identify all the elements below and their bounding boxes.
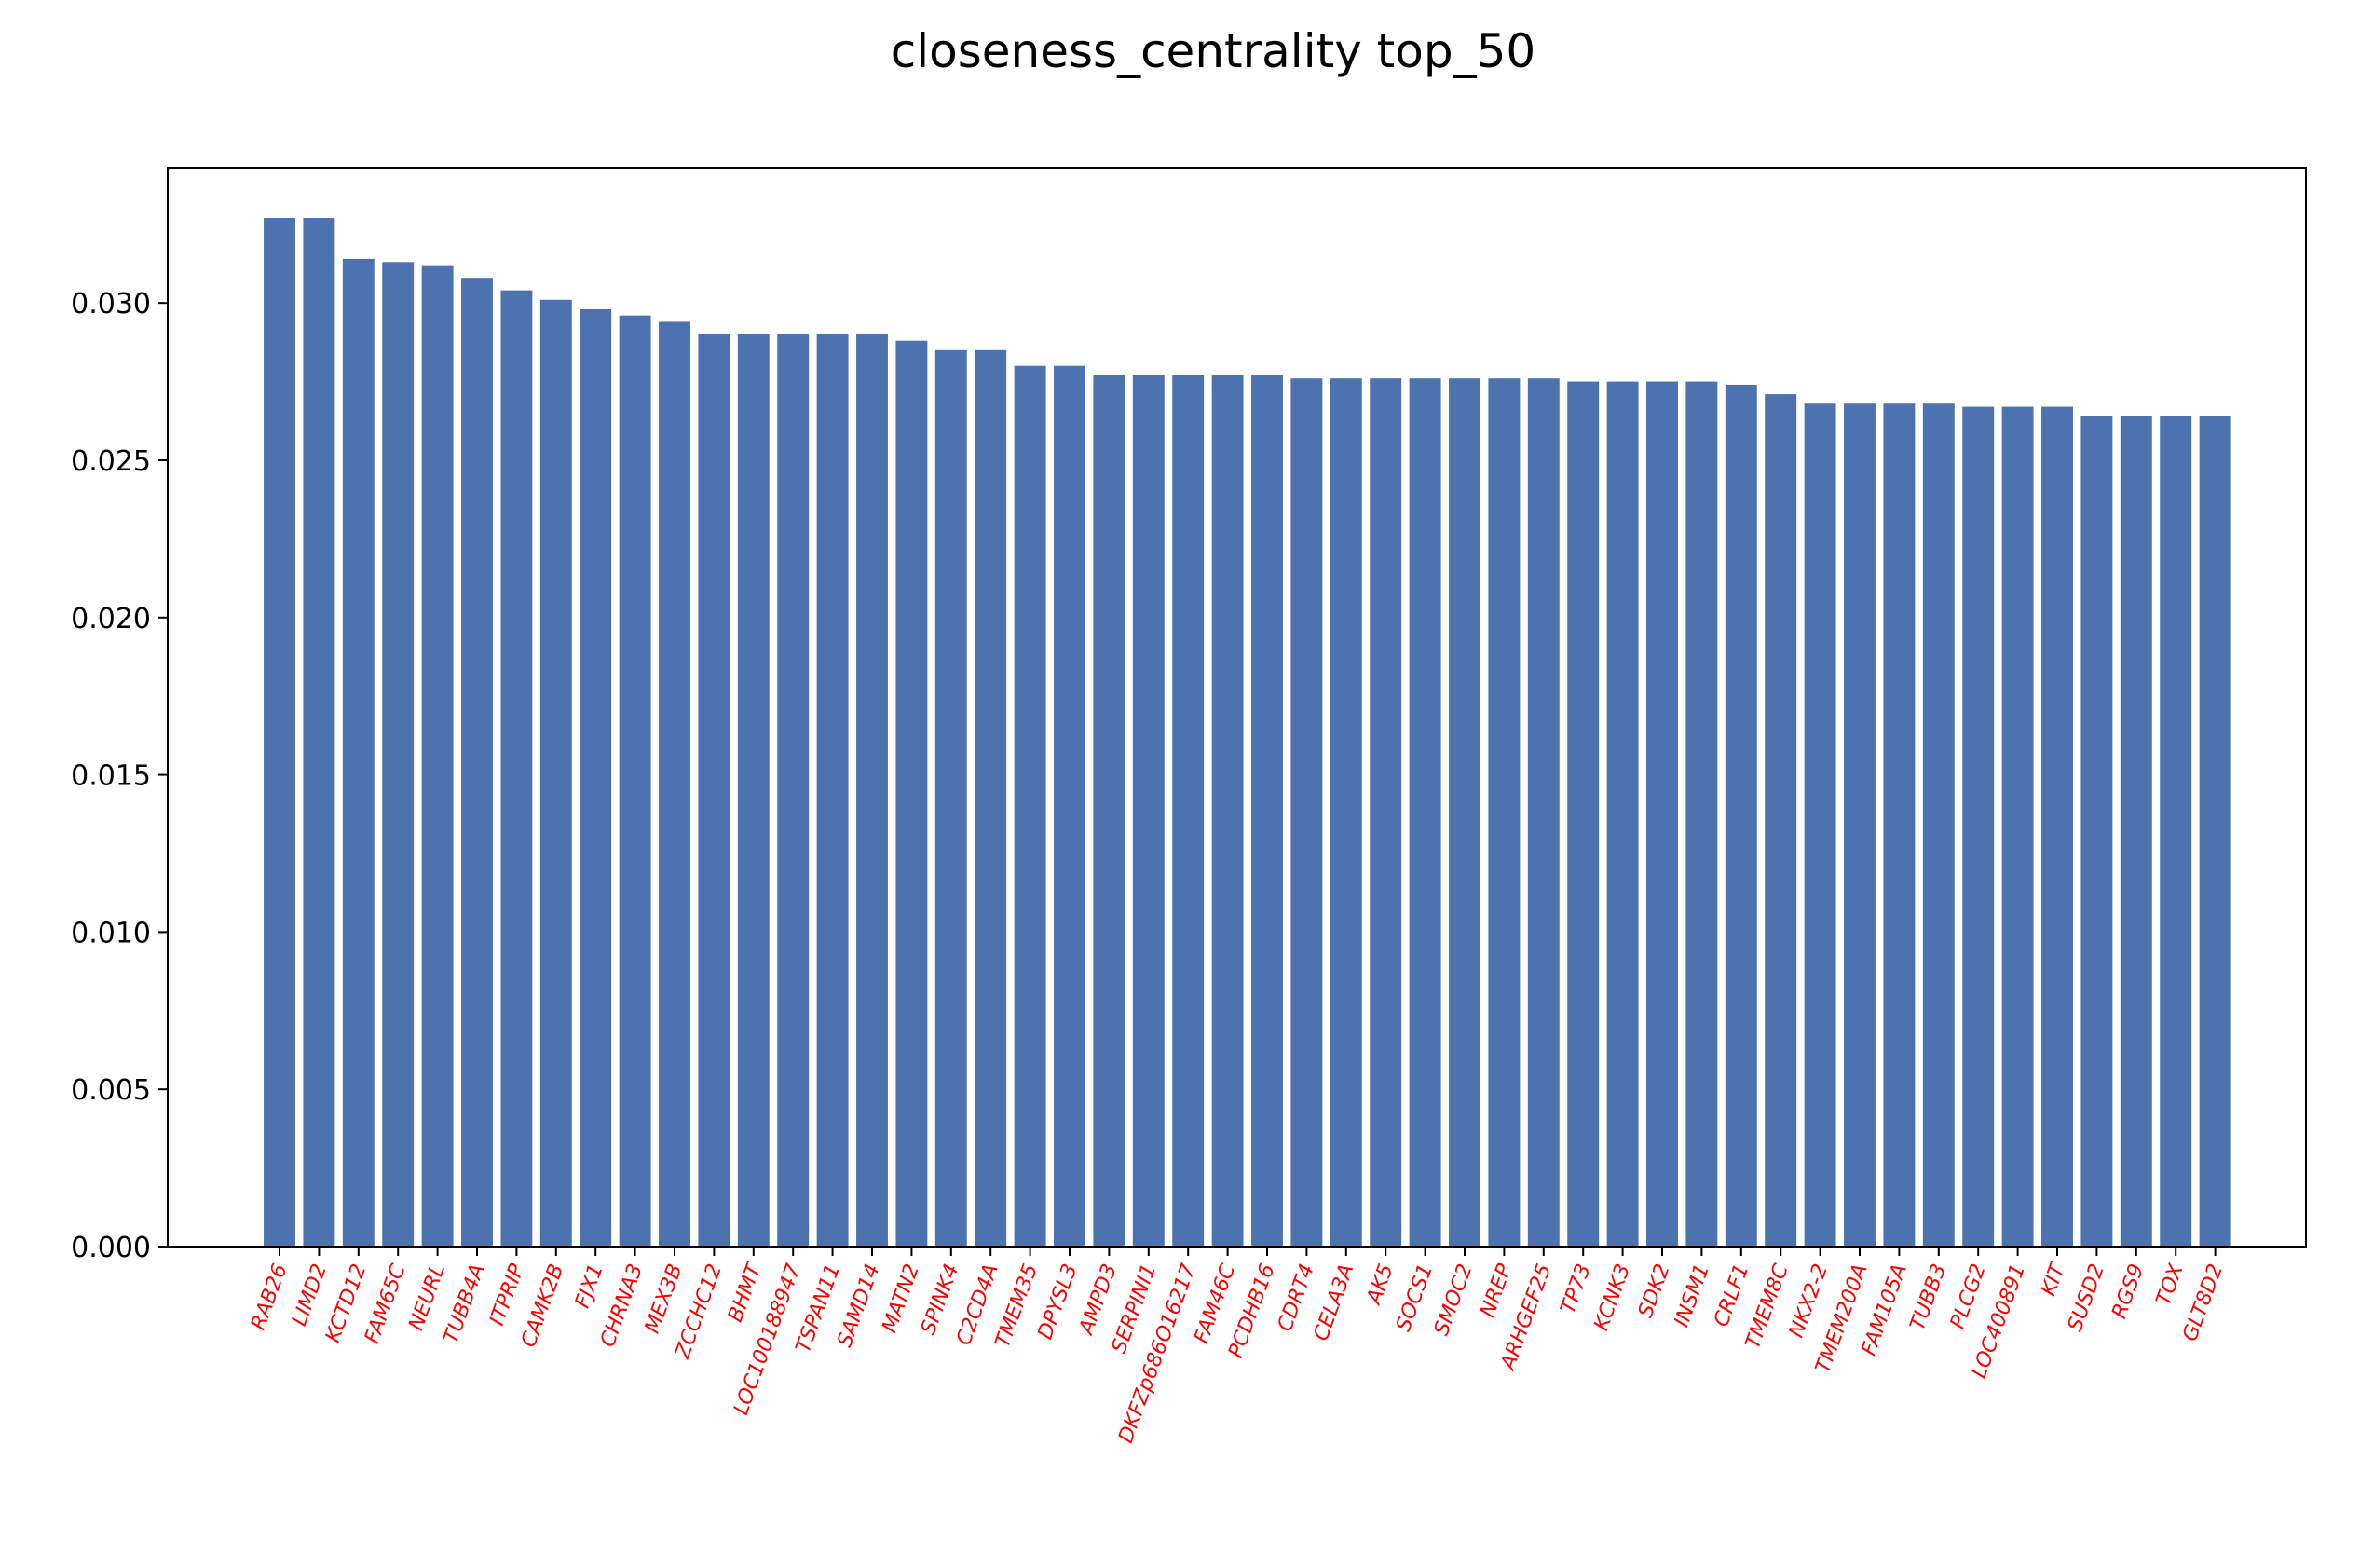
chart-title: closeness_centrality top_50 [891, 24, 1536, 78]
bar [303, 218, 335, 1248]
bar [1765, 394, 1797, 1247]
y-tick-label: 0.020 [71, 603, 151, 635]
bar [1844, 403, 1876, 1247]
bar [1409, 378, 1441, 1247]
bar [1449, 378, 1480, 1247]
bar [1488, 378, 1521, 1247]
bar [856, 334, 888, 1247]
bar [698, 334, 730, 1247]
bar [975, 349, 1007, 1247]
bar [1606, 381, 1639, 1247]
bar [2080, 416, 2113, 1247]
y-tick-label: 0.010 [71, 917, 151, 949]
bars [264, 218, 2231, 1248]
bar [580, 308, 612, 1247]
bar [1922, 403, 1955, 1247]
bar [1567, 381, 1600, 1247]
y-tick-label: 0.030 [71, 288, 151, 320]
bar [1962, 406, 1995, 1247]
bar [1804, 403, 1836, 1247]
bar [1290, 378, 1323, 1247]
bar [1054, 365, 1085, 1248]
bar [2199, 416, 2231, 1247]
bar [2120, 416, 2152, 1247]
y-tick-label: 0.000 [71, 1232, 151, 1264]
bar [659, 321, 690, 1247]
y-axis: 0.000 0.005 0.010 0.015 0.020 0.025 0.030 [71, 288, 168, 1264]
bar [421, 265, 454, 1247]
bar [934, 349, 967, 1247]
bar [1725, 384, 1757, 1247]
bar [1883, 403, 1916, 1247]
bar [264, 218, 295, 1248]
bar [1370, 378, 1402, 1247]
bar [1093, 375, 1125, 1247]
bar [461, 278, 493, 1247]
bar [1211, 375, 1244, 1247]
bar [777, 334, 810, 1247]
bar [1646, 381, 1678, 1247]
y-tick-label: 0.025 [71, 445, 151, 478]
bar [737, 334, 770, 1247]
bar [1527, 378, 1560, 1247]
plot-frame [167, 167, 2307, 1248]
bar [1014, 365, 1046, 1248]
bar [1132, 375, 1165, 1247]
bar [382, 262, 415, 1247]
bar [2160, 416, 2192, 1247]
bar [619, 315, 651, 1247]
bar [1330, 378, 1362, 1247]
bar [500, 290, 533, 1248]
bar [895, 340, 928, 1247]
bar [2001, 406, 2034, 1247]
bar [816, 334, 849, 1247]
bar [539, 299, 572, 1248]
bar [2041, 406, 2073, 1247]
y-tick-label: 0.015 [71, 760, 151, 793]
bar [1251, 375, 1283, 1247]
bar [1172, 375, 1205, 1247]
bar [1685, 381, 1718, 1247]
y-tick-label: 0.005 [71, 1074, 151, 1107]
bar [342, 258, 375, 1247]
